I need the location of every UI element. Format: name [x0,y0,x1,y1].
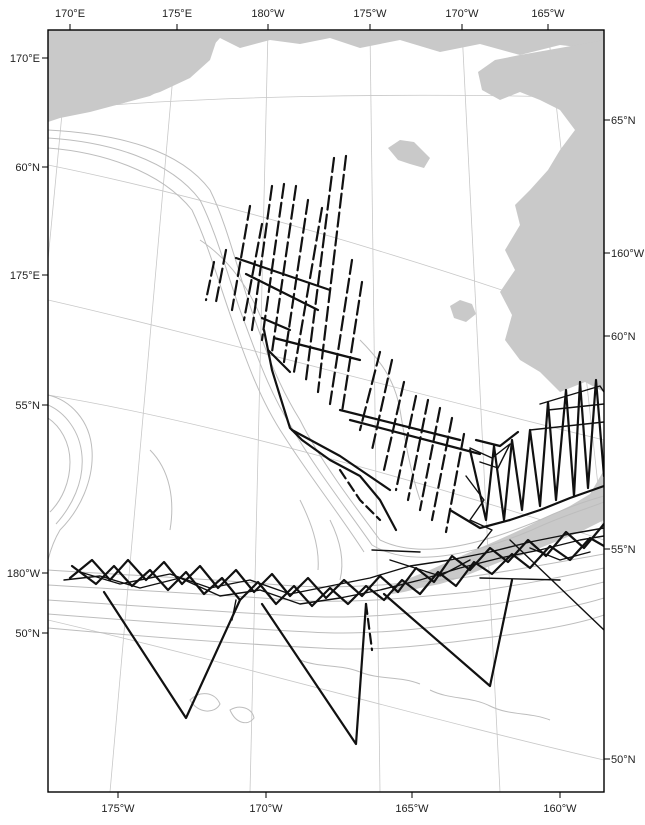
right-label: 65°N [611,115,636,127]
left-label: 170°E [10,53,40,65]
left-label: 50°N [15,628,40,640]
land-nunivak [450,300,476,322]
top-label: 175°E [162,8,192,20]
top-label: 170°E [55,8,85,20]
right-label: 50°N [611,754,636,766]
top-label: 180°W [251,8,285,20]
land-alaska [478,40,604,392]
top-label: 175°W [353,8,387,20]
bottom-label: 165°W [395,803,429,815]
bottom-axis-labels: 175°W 170°W 165°W 160°W [101,803,577,815]
right-label: 60°N [611,331,636,343]
axis-ticks [42,24,610,798]
right-axis-labels: 65°N 160°W 60°N 55°N 50°N [611,115,645,766]
left-label: 60°N [15,162,40,174]
land-chukotka [48,30,220,118]
land-st-lawrence-island [388,140,430,168]
left-label: 180°W [7,568,41,580]
left-axis-labels: 170°E 60°N 175°E 55°N 180°W 50°N [7,53,41,640]
left-label: 175°E [10,270,40,282]
graticule [48,30,604,792]
top-axis-labels: 170°E 175°E 180°W 175°W 170°W 165°W [55,8,565,20]
bottom-label: 160°W [543,803,577,815]
map-frame [47,29,605,793]
bottom-label: 175°W [101,803,135,815]
survey-tracks [63,154,604,746]
right-label: 55°N [611,544,636,556]
land [48,30,604,594]
right-label: 160°W [611,248,645,260]
top-label: 170°W [445,8,479,20]
left-label: 55°N [15,400,40,412]
bottom-label: 170°W [249,803,283,815]
top-label: 165°W [531,8,565,20]
